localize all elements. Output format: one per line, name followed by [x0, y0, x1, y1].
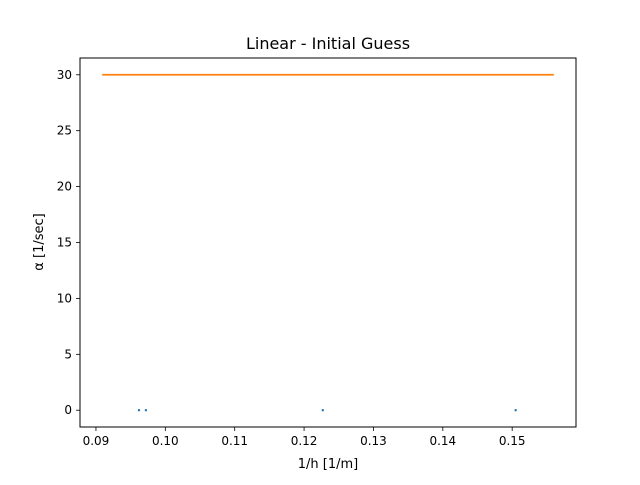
- x-tick-label: 0.13: [360, 434, 387, 448]
- y-tick-label: 10: [57, 291, 72, 305]
- x-tick-label: 0.14: [429, 434, 456, 448]
- y-axis-label: α [1/sec]: [32, 213, 47, 270]
- y-tick-label: 30: [57, 68, 72, 82]
- chart-title: Linear - Initial Guess: [246, 34, 410, 53]
- x-tick-label: 0.12: [291, 434, 318, 448]
- y-tick-label: 25: [57, 124, 72, 138]
- x-tick-label: 0.15: [499, 434, 526, 448]
- y-tick-label: 0: [64, 403, 72, 417]
- x-axis-label: 1/h [1/m]: [298, 457, 358, 472]
- plot-frame: [79, 57, 577, 428]
- series-layer: [102, 73, 554, 412]
- data-point: [137, 409, 141, 412]
- x-ticks: 0.09 0.10 0.11 0.12 0.13 0.14 0.15: [83, 427, 526, 448]
- y-tick-label: 5: [64, 347, 72, 361]
- y-ticks: 0 5 10 15 20 25 30: [57, 68, 80, 417]
- y-tick-label: 15: [57, 236, 72, 250]
- x-tick-label: 0.09: [83, 434, 110, 448]
- data-point: [514, 409, 517, 412]
- data-point: [321, 409, 324, 412]
- x-tick-label: 0.10: [152, 434, 179, 448]
- x-tick-label: 0.11: [221, 434, 248, 448]
- y-tick-label: 20: [57, 180, 72, 194]
- data-point: [144, 409, 148, 412]
